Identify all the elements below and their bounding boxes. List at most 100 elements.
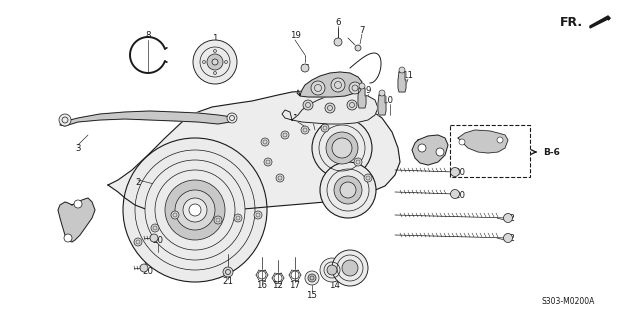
Circle shape xyxy=(207,54,223,70)
Circle shape xyxy=(459,139,465,145)
Polygon shape xyxy=(378,95,386,115)
Text: 22: 22 xyxy=(504,234,516,243)
Circle shape xyxy=(349,82,361,94)
Polygon shape xyxy=(458,130,508,153)
Circle shape xyxy=(303,100,313,110)
Text: 9: 9 xyxy=(365,85,371,94)
Text: B-6: B-6 xyxy=(543,148,560,156)
Circle shape xyxy=(183,198,207,222)
Circle shape xyxy=(140,264,148,272)
Polygon shape xyxy=(108,91,400,215)
Circle shape xyxy=(213,50,217,52)
Circle shape xyxy=(203,60,206,63)
Circle shape xyxy=(150,234,158,242)
Circle shape xyxy=(355,45,361,51)
Text: 2: 2 xyxy=(135,178,141,187)
Circle shape xyxy=(312,118,372,178)
Circle shape xyxy=(214,216,222,224)
Text: 8: 8 xyxy=(145,30,150,39)
Circle shape xyxy=(281,131,289,139)
Circle shape xyxy=(225,60,227,63)
Circle shape xyxy=(227,113,237,123)
Text: 20: 20 xyxy=(455,190,465,199)
Text: 7: 7 xyxy=(359,26,364,35)
Circle shape xyxy=(264,158,272,166)
Circle shape xyxy=(123,138,267,282)
Circle shape xyxy=(145,160,245,260)
Circle shape xyxy=(326,132,358,164)
Circle shape xyxy=(379,90,385,96)
Circle shape xyxy=(497,137,503,143)
Circle shape xyxy=(193,40,237,84)
Polygon shape xyxy=(412,135,448,165)
Circle shape xyxy=(311,81,325,95)
Circle shape xyxy=(334,38,342,46)
Circle shape xyxy=(504,234,512,243)
Text: 20: 20 xyxy=(152,236,163,244)
Circle shape xyxy=(234,214,242,222)
Circle shape xyxy=(342,260,358,276)
Circle shape xyxy=(327,265,337,275)
Text: 11: 11 xyxy=(403,70,413,79)
Text: 13: 13 xyxy=(342,277,354,286)
Circle shape xyxy=(74,200,82,208)
Text: 21: 21 xyxy=(222,277,234,286)
Polygon shape xyxy=(282,92,378,124)
Text: 14: 14 xyxy=(330,281,340,290)
Circle shape xyxy=(359,83,365,89)
Circle shape xyxy=(254,211,262,219)
Circle shape xyxy=(504,213,512,222)
Circle shape xyxy=(340,182,356,198)
Text: 15: 15 xyxy=(307,291,318,300)
Circle shape xyxy=(151,224,159,232)
Circle shape xyxy=(223,267,233,277)
Circle shape xyxy=(418,144,426,152)
Polygon shape xyxy=(297,72,362,97)
Text: 3: 3 xyxy=(76,143,81,153)
Circle shape xyxy=(321,124,329,132)
Bar xyxy=(450,125,530,177)
Text: 10: 10 xyxy=(382,95,394,105)
Circle shape xyxy=(334,176,362,204)
Text: 6: 6 xyxy=(335,18,341,27)
Text: 16: 16 xyxy=(257,281,267,290)
Polygon shape xyxy=(590,16,610,28)
Circle shape xyxy=(189,204,201,216)
Circle shape xyxy=(165,180,225,240)
Text: 22: 22 xyxy=(504,213,516,222)
Circle shape xyxy=(305,271,319,285)
Text: 20: 20 xyxy=(142,268,154,276)
Text: 19: 19 xyxy=(290,30,300,39)
Circle shape xyxy=(276,174,284,182)
Circle shape xyxy=(308,274,316,282)
Circle shape xyxy=(320,258,344,282)
Circle shape xyxy=(301,64,309,72)
Circle shape xyxy=(354,158,362,166)
Circle shape xyxy=(347,100,357,110)
Text: 4: 4 xyxy=(59,213,65,222)
Circle shape xyxy=(175,190,215,230)
Circle shape xyxy=(261,138,269,146)
Circle shape xyxy=(436,148,444,156)
Circle shape xyxy=(450,167,460,177)
Text: 12: 12 xyxy=(272,281,283,290)
Circle shape xyxy=(212,59,218,65)
Text: 17: 17 xyxy=(290,281,300,290)
Polygon shape xyxy=(60,111,235,126)
Circle shape xyxy=(332,138,352,158)
Polygon shape xyxy=(398,72,406,92)
Circle shape xyxy=(450,189,460,198)
Polygon shape xyxy=(358,88,366,108)
Text: 16: 16 xyxy=(307,114,319,123)
Circle shape xyxy=(332,250,368,286)
Text: S303-M0200A: S303-M0200A xyxy=(541,298,595,307)
Circle shape xyxy=(364,174,372,182)
Text: 1: 1 xyxy=(212,34,218,43)
Circle shape xyxy=(134,238,142,246)
Circle shape xyxy=(64,234,72,242)
Circle shape xyxy=(331,78,345,92)
Circle shape xyxy=(59,114,71,126)
Text: 18: 18 xyxy=(293,114,304,123)
Circle shape xyxy=(320,162,376,218)
Circle shape xyxy=(171,211,179,219)
